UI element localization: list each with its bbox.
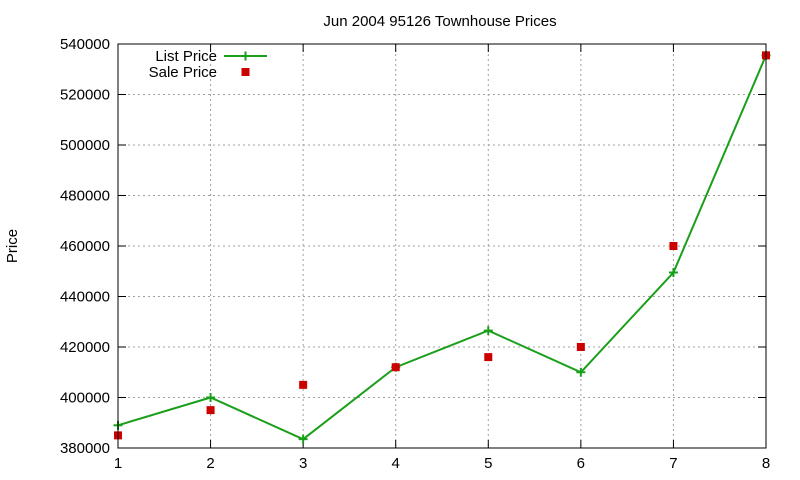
sale-price-point bbox=[299, 380, 308, 389]
legend-label: List Price bbox=[155, 48, 217, 65]
y-axis-label: Price bbox=[4, 229, 21, 263]
y-tick-label: 380000 bbox=[60, 440, 110, 457]
list-price-point bbox=[298, 434, 308, 444]
plot-frame bbox=[117, 43, 767, 449]
sale-price-point bbox=[484, 353, 493, 362]
y-tick-label: 460000 bbox=[60, 238, 110, 255]
series-line-list-price bbox=[117, 54, 767, 441]
x-tick-label: 6 bbox=[577, 455, 585, 472]
y-tick-label: 540000 bbox=[60, 36, 110, 53]
list-price-point bbox=[668, 268, 678, 278]
x-tick-label: 2 bbox=[206, 455, 214, 472]
x-tick-label: 1 bbox=[114, 455, 122, 472]
x-tick-label: 4 bbox=[392, 455, 400, 472]
ticks: 380000 400000 420000 440000 460000 480000 5000… bbox=[60, 36, 770, 472]
x-tick-label: 3 bbox=[299, 455, 307, 472]
y-tick-label: 480000 bbox=[60, 188, 110, 205]
sale-price-point bbox=[669, 242, 678, 250]
x-tick-label: 8 bbox=[762, 455, 770, 472]
y-tick-label: 520000 bbox=[60, 87, 110, 104]
legend-label: Sale Price bbox=[149, 64, 217, 81]
y-tick-label: 500000 bbox=[60, 137, 110, 154]
sale-price-point bbox=[576, 343, 585, 351]
y-tick-label: 400000 bbox=[60, 390, 110, 407]
chart-title: Jun 2004 95126 Townhouse Prices bbox=[323, 13, 556, 30]
sale-price-point bbox=[206, 406, 215, 415]
y-tick-label: 420000 bbox=[60, 339, 110, 356]
sale-price-point bbox=[391, 363, 400, 372]
x-tick-label: 5 bbox=[484, 455, 492, 472]
x-tick-label: 7 bbox=[669, 455, 677, 472]
list-price-point bbox=[206, 393, 216, 402]
list-price-point bbox=[483, 326, 493, 336]
y-tick-label: 440000 bbox=[60, 289, 110, 306]
legend-marker-list-price bbox=[241, 51, 250, 61]
list-price-point bbox=[576, 367, 586, 377]
data-marks bbox=[113, 50, 771, 444]
grid bbox=[118, 44, 766, 448]
legend-marker-sale-price bbox=[241, 68, 250, 76]
